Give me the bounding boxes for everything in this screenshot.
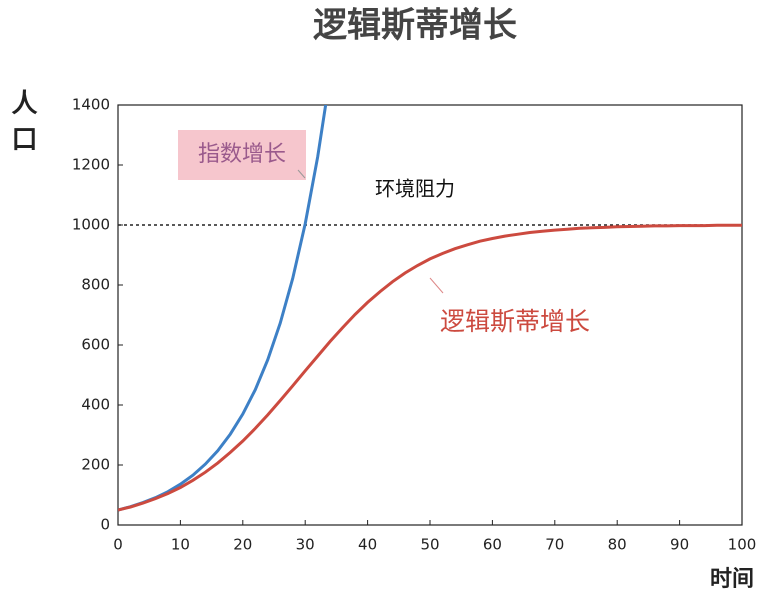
x-tick-label: 30: [296, 536, 315, 554]
y-tick-label: 200: [81, 456, 110, 474]
series-label: 逻辑斯蒂增长: [440, 307, 590, 336]
chart-title: 逻辑斯蒂增长: [313, 6, 517, 46]
y-tick-label: 0: [100, 516, 110, 534]
y-tick-label: 1000: [72, 216, 110, 234]
x-tick-label: 0: [113, 536, 123, 554]
x-axis-label: 时间: [710, 567, 754, 592]
x-tick-label: 100: [728, 536, 757, 554]
y-tick-label: 600: [81, 336, 110, 354]
leader-line: [429, 277, 444, 294]
y-tick-label: 800: [81, 276, 110, 294]
x-tick-label: 40: [358, 536, 377, 554]
label-background: [178, 130, 306, 180]
x-tick-label: 50: [420, 536, 439, 554]
y-tick-label: 1200: [72, 156, 110, 174]
y-tick-label: 1400: [72, 96, 110, 114]
x-tick-label: 60: [483, 536, 502, 554]
x-tick-label: 10: [171, 536, 190, 554]
annotation: 环境阻力: [375, 177, 455, 201]
y-axis-label: 人口: [7, 89, 37, 161]
x-tick-label: 80: [608, 536, 627, 554]
x-tick-label: 90: [670, 536, 689, 554]
leader-line: [297, 169, 306, 179]
series-line: [118, 223, 742, 512]
series-label: 指数增长: [198, 142, 286, 167]
x-tick-label: 70: [545, 536, 564, 554]
y-tick-label: 400: [81, 396, 110, 414]
x-tick-label: 20: [233, 536, 252, 554]
